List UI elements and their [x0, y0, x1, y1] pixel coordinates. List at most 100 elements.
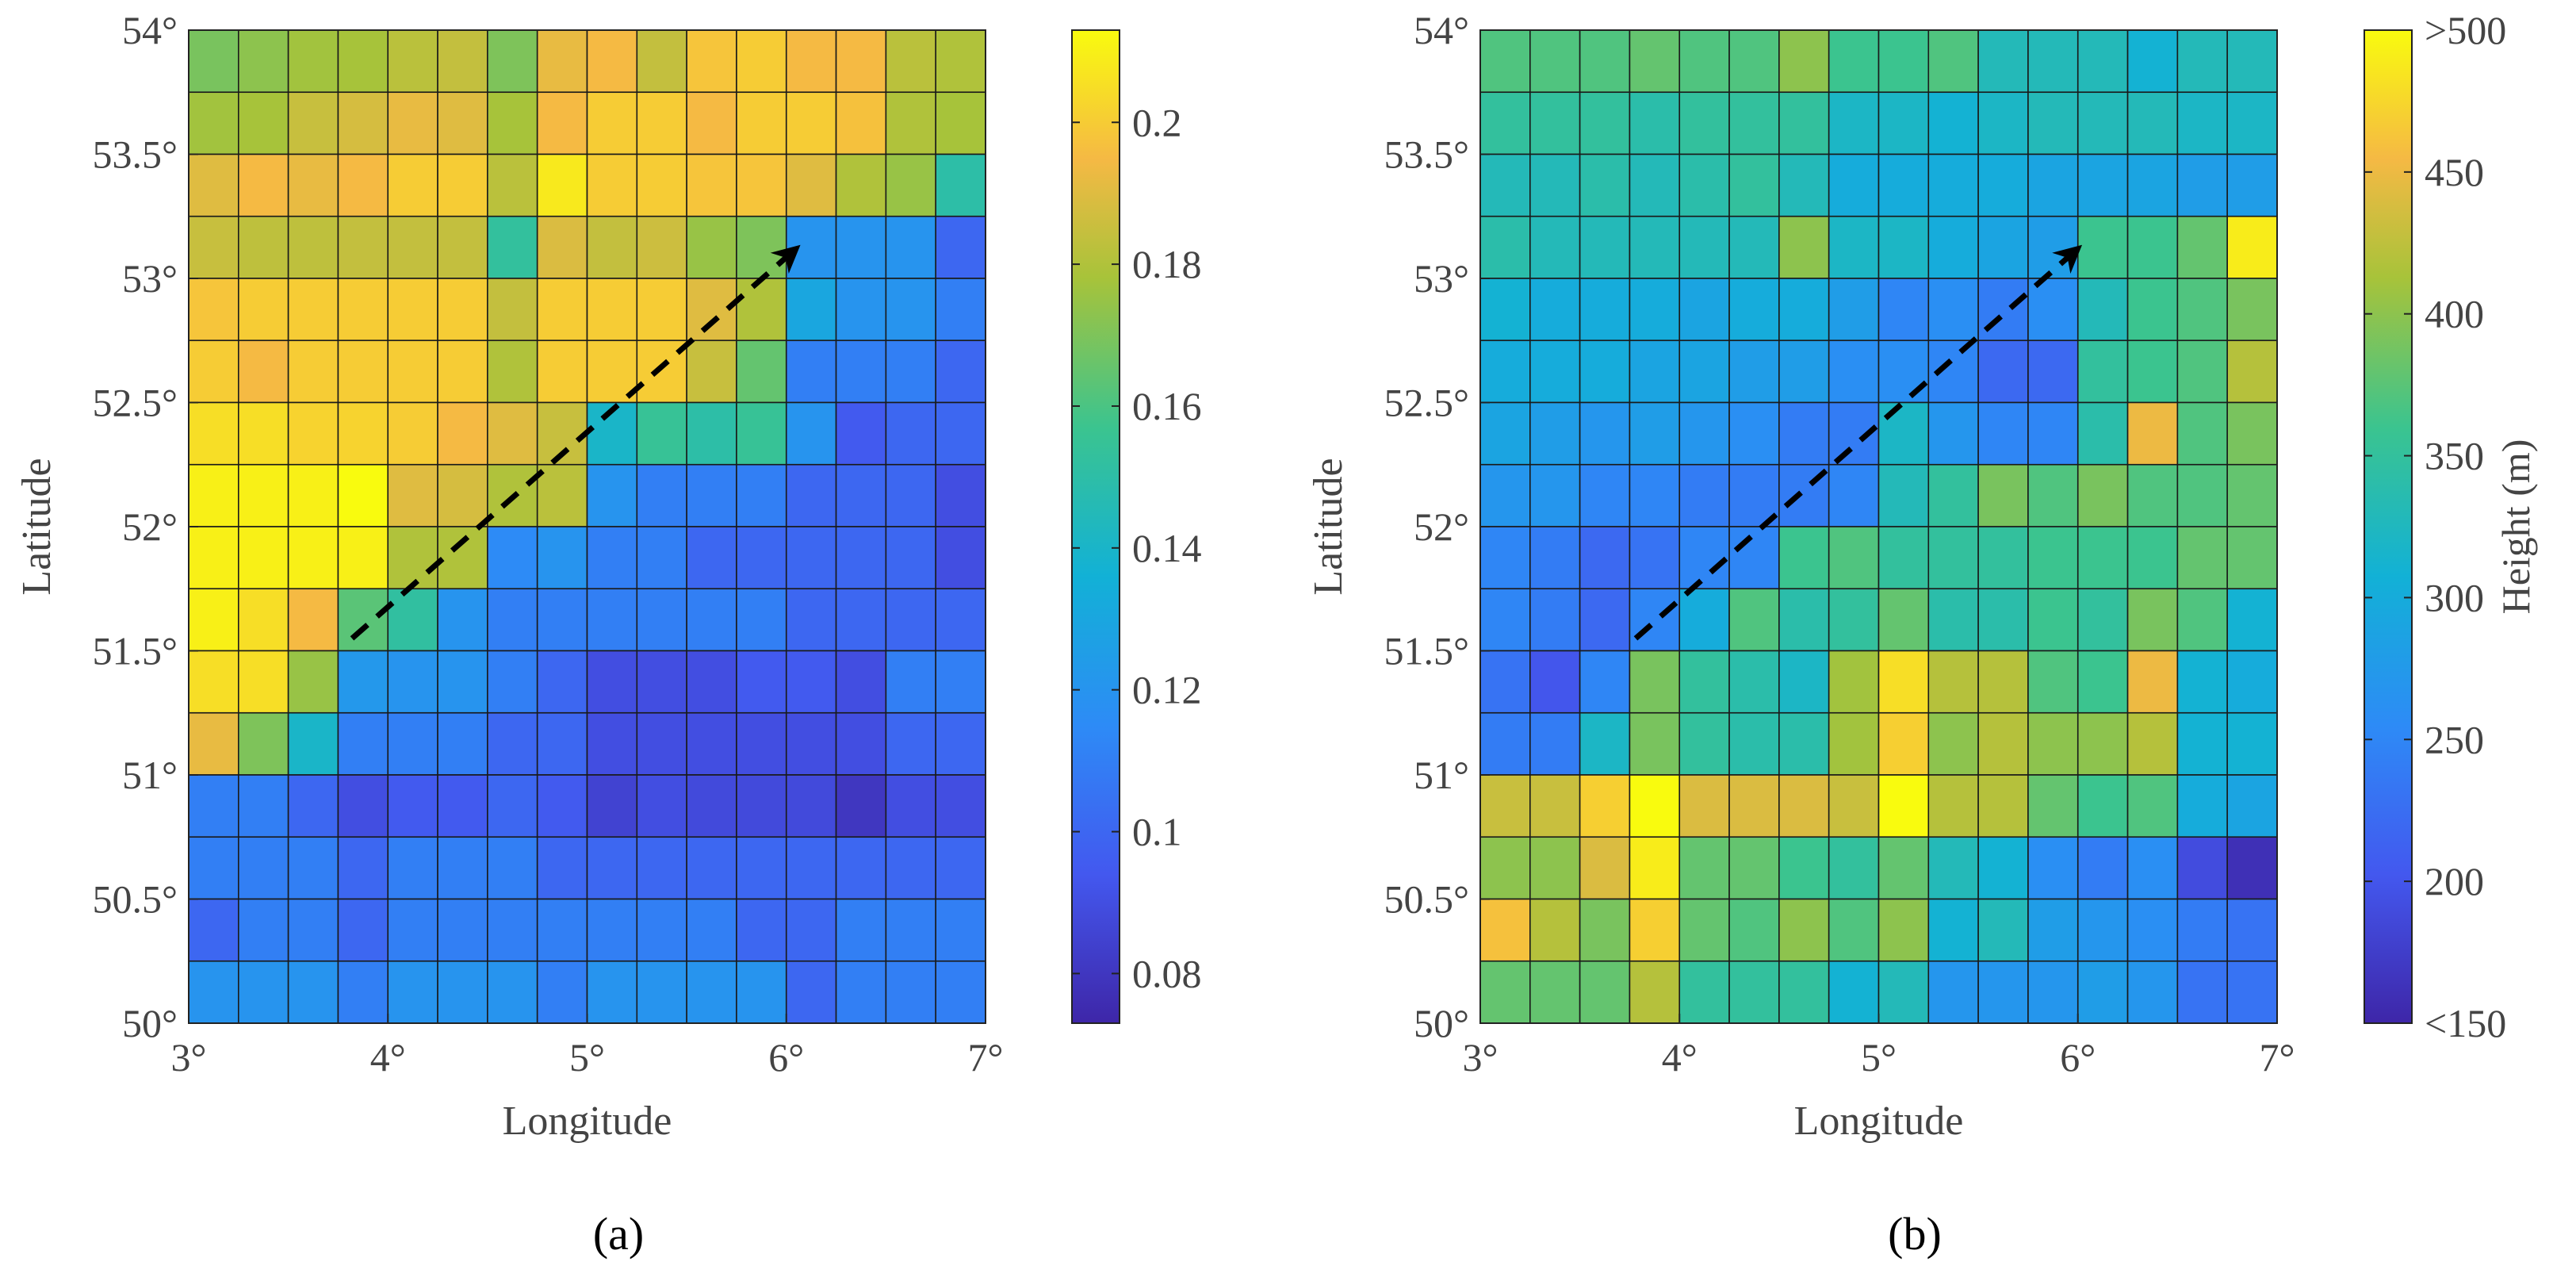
- heatmap-cell: [1877, 898, 1930, 962]
- heatmap-cell: [1977, 463, 2029, 527]
- heatmap-cell: [1778, 526, 1830, 590]
- heatmap-cell: [1977, 526, 2029, 590]
- heatmap-cell: [586, 836, 638, 900]
- heatmap-cell: [1479, 339, 1531, 404]
- heatmap-cell: [437, 960, 488, 1024]
- heatmap-cell: [437, 526, 488, 590]
- heatmap-cell: [337, 463, 389, 527]
- heatmap-cell: [1778, 774, 1830, 838]
- colorbar-tick-label: 0.2: [1132, 100, 1182, 144]
- heatmap-cell: [1629, 711, 1681, 776]
- heatmap-cell: [736, 836, 787, 900]
- heatmap-cell: [337, 215, 389, 279]
- heatmap-cell: [487, 215, 538, 279]
- heatmap-cell: [1728, 401, 1780, 466]
- heatmap-cell: [1479, 153, 1531, 217]
- heatmap-cell: [387, 153, 438, 217]
- heatmap-cell: [1828, 526, 1880, 590]
- heatmap-cell: [1629, 29, 1681, 94]
- heatmap-cell: [1778, 836, 1830, 900]
- y-tick-label: 51°: [122, 753, 178, 797]
- heatmap-cell: [2076, 960, 2129, 1024]
- heatmap-cell: [2226, 711, 2278, 776]
- heatmap-cell: [2076, 774, 2129, 838]
- heatmap-cell: [2126, 401, 2179, 466]
- heatmap-cell: [935, 526, 986, 590]
- heatmap-cell: [188, 401, 239, 466]
- heatmap-cell: [536, 29, 588, 94]
- heatmap-cell: [188, 960, 239, 1024]
- heatmap-cell: [586, 526, 638, 590]
- heatmap-cell: [2027, 836, 2079, 900]
- colorbar-tick-label: 400: [2425, 292, 2484, 336]
- heatmap-cell: [1927, 91, 1979, 155]
- heatmap-cell: [536, 588, 588, 652]
- heatmap-cell: [686, 401, 737, 466]
- heatmap-cell: [835, 91, 887, 155]
- y-tick-label: 52°: [1414, 504, 1469, 549]
- heatmap-cell: [188, 463, 239, 527]
- heatmap-cell: [885, 526, 936, 590]
- heatmap-cell: [287, 650, 339, 714]
- heatmap-cell: [2076, 836, 2129, 900]
- heatmap-cell: [835, 401, 887, 466]
- y-tick-label: 53°: [1414, 256, 1469, 301]
- heatmap-cell: [1479, 29, 1531, 94]
- heatmap-cell: [2126, 29, 2179, 94]
- heatmap-cell: [2027, 278, 2079, 342]
- heatmap-cell: [2176, 526, 2228, 590]
- y-tick-label: 53°: [122, 256, 178, 301]
- heatmap-cell: [487, 401, 538, 466]
- heatmap-cell: [1479, 711, 1531, 776]
- panel-b: 3° 4° 5° 6° 7° 50° 50.5° 51° 51.5° 52° 52.5° 53° 53…: [1306, 8, 2538, 1260]
- heatmap-cell: [337, 401, 389, 466]
- heatmap-cell: [1579, 774, 1631, 838]
- heatmap-cell: [487, 711, 538, 776]
- heatmap-cell: [1778, 215, 1830, 279]
- heatmap-cell: [1579, 898, 1631, 962]
- heatmap-cell: [536, 898, 588, 962]
- heatmap-cell: [238, 711, 289, 776]
- heatmap-cell: [1977, 588, 2029, 652]
- heatmap-cell: [536, 153, 588, 217]
- heatmap-cell: [2076, 339, 2129, 404]
- heatmap-cell: [1977, 91, 2029, 155]
- heatmap-cell: [487, 650, 538, 714]
- heatmap-cell: [636, 29, 687, 94]
- heatmap-cell: [287, 588, 339, 652]
- heatmap-cell: [1877, 526, 1930, 590]
- heatmap-cell: [188, 836, 239, 900]
- heatmap-cell: [1728, 650, 1780, 714]
- heatmap-cell: [1678, 588, 1730, 652]
- heatmap-cell: [1629, 215, 1681, 279]
- heatmap-cell: [287, 215, 339, 279]
- x-tick-label: 4°: [370, 1035, 406, 1080]
- heatmap-cell: [885, 588, 936, 652]
- heatmap-cell: [2176, 463, 2228, 527]
- heatmap-cell: [835, 463, 887, 527]
- heatmap-cell: [1678, 401, 1730, 466]
- heatmap-cell: [2076, 588, 2129, 652]
- heatmap-cell: [785, 153, 837, 217]
- y-tick-label: 52.5°: [93, 381, 178, 425]
- heatmap-cell: [1529, 278, 1581, 342]
- heatmap-cell: [536, 526, 588, 590]
- heatmap-cell: [1728, 278, 1780, 342]
- heatmap-cell: [2226, 960, 2278, 1024]
- heatmap-cell: [337, 29, 389, 94]
- heatmap-cell: [536, 650, 588, 714]
- heatmap-cell: [736, 339, 787, 404]
- heatmap-cell: [387, 91, 438, 155]
- heatmap-cell: [636, 836, 687, 900]
- heatmap-cell: [1529, 960, 1581, 1024]
- heatmap-cell: [636, 401, 687, 466]
- heatmap-cell: [238, 91, 289, 155]
- heatmap-cell: [1629, 960, 1681, 1024]
- heatmap-cell: [1828, 650, 1880, 714]
- heatmap-cell: [1479, 401, 1531, 466]
- heatmap-cell: [1828, 774, 1880, 838]
- heatmap-cell: [238, 401, 289, 466]
- heatmap-cell: [238, 339, 289, 404]
- heatmap-cell: [287, 774, 339, 838]
- heatmap-cell: [1629, 836, 1681, 900]
